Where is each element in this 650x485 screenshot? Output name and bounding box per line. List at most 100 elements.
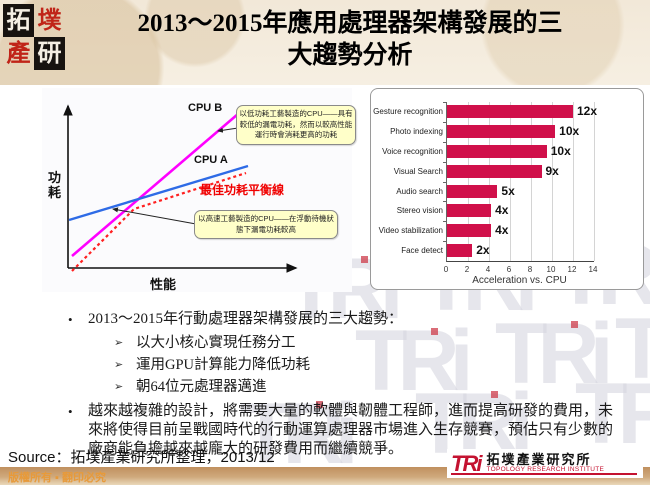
bullet-item: • 越來越複雜的設計，將需要大量的軟體與韌體工程師，進而提高研發的費用，未來將使… [68,402,624,459]
tri-logo-underline [451,473,637,475]
gridline [552,102,553,261]
tri-watermark: TRi [495,306,614,402]
cpu-b-label: CPU B [188,102,223,114]
bar-value-label: 2x [476,243,490,258]
source-line: Source：拓墣產業研究所整理，2013/12 [8,449,275,466]
bar [447,184,498,198]
row-tick [443,121,446,123]
sub-bullet-marker: ➢ [114,381,124,393]
bar-chart-x-axis-title: Acceleration vs. CPU [472,275,567,286]
cpu-a-line [68,164,249,222]
bar-category-label: Stereo vision [396,206,443,216]
callout-leader-bottom [112,207,197,225]
x-tick-label: 4 [485,265,491,274]
bar-value-label: 12x [577,104,598,118]
topology-seal-logo: 拓 墣 產 研 [3,4,65,70]
gridline [594,102,595,261]
sub-bullet-marker: ➢ [114,359,124,371]
callout-leader-top [217,127,239,133]
row-tick [443,241,446,243]
x-tick-label: 0 [443,265,449,274]
bar-value-label: 9x [545,163,559,178]
gridline [489,102,490,261]
bar-value-label: 4x [495,203,509,218]
bar [447,204,492,218]
seal-char: 墣 [37,7,62,34]
tri-institute-logo: TRi 拓墣產業研究所 TOPOLOGY RESEARCH INSTITUTE [447,449,643,478]
bar-value-label: 10x [559,123,580,138]
callout-high-speed: 以高速工藝製造的CPU——在浮動待機狀態下漏電功耗較高 [194,210,338,239]
x-tick-label: 6 [506,265,512,274]
x-tick-label: 12 [567,265,577,274]
callout-low-power: 以低功耗工藝製造的CPU——具有較低的漏電功耗，然而以較高性能運行時會消耗更高的… [236,105,356,145]
bar [447,244,473,258]
sub-bullet-text: 以大小核心實現任務分工 [136,335,296,351]
bullet-text: 越來越複雜的設計，將需要大量的軟體與韌體工程師，進而提高研發的費用，未來將使得目… [88,403,614,457]
balance-line-label: 最佳功耗平衡線 [200,183,285,197]
gridline [510,102,511,261]
row-tick [443,102,446,103]
bar [447,105,573,118]
seal-char: 拓 [3,4,34,37]
cpu-b-line [71,107,246,257]
sub-bullet-text: 朝64位元處理器邁進 [136,379,267,395]
x-tick-label: 14 [588,265,598,274]
bar-category-label: Photo indexing [390,126,443,136]
bar [447,144,547,158]
row-tick [443,201,446,203]
row-tick [443,181,446,183]
bar-category-label: Visual Search [393,166,443,176]
bullet-text: 2013～2015年行動處理器架構發展的三大趨勢： [88,311,404,327]
row-tick [443,221,446,223]
power-performance-diagram: 功耗 性能 CPU B CPU A 最佳功耗平衡線 以低功耗工藝製造的CPU——… [42,88,356,292]
bullet-marker: • [68,312,73,327]
title-line-1: 2013～2015年應用處理器架構發展的三 [137,10,563,37]
x-tick-label: 2 [464,265,470,274]
row-tick [443,161,446,163]
diagram-canvas [63,104,298,273]
tri-watermark: TRi [575,365,650,464]
bullet-list: • 2013～2015年行動處理器架構發展的三大趨勢： ➢ 以大小核心實現任務分… [68,310,624,459]
bar-value-label: 5x [501,183,515,198]
tri-watermark: TRi [240,386,359,482]
bar-value-label: 4x [495,223,509,238]
gridline [468,102,469,261]
gridline [531,102,532,261]
acceleration-bar-chart: 0 2 4 6 8 10 12 14 Gesture recognition 12x Photo i… [370,88,644,290]
seal-char: 研 [34,37,65,70]
bullet-marker: • [68,404,73,419]
tri-institute-names: 拓墣產業研究所 TOPOLOGY RESEARCH INSTITUTE [486,453,604,473]
x-tick-label: 10 [546,265,556,274]
institute-name-en: TOPOLOGY RESEARCH INSTITUTE [486,465,605,473]
bar [447,224,492,238]
bar-category-label: Video stabilization [378,226,443,236]
bar-chart-plot-area [443,102,595,262]
tri-watermark: TRi [615,300,650,399]
bar-category-label: Voice recognition [382,146,443,156]
sub-bullet-list: ➢ 以大小核心實現任務分工 ➢ 運用GPU計算能力降低功耗 ➢ 朝64位元處理器… [114,332,624,398]
sub-bullet-marker: ➢ [114,337,124,349]
tri-watermark: TRi [355,313,474,409]
institute-name-zh: 拓墣產業研究所 [486,452,592,468]
sub-bullet-item: ➢ 以大小核心實現任務分工 [114,332,624,354]
seal-char: 產 [6,40,31,67]
y-axis-label: 功耗 [48,170,62,200]
slide-header: 拓 墣 產 研 2013～2015年應用處理器架構發展的三 大趨勢分析 [0,0,650,85]
sub-bullet-item: ➢ 運用GPU計算能力降低功耗 [114,354,624,376]
sub-bullet-item: ➢ 朝64位元處理器邁進 [114,376,624,398]
gridline [573,102,574,261]
bullet-item: • 2013～2015年行動處理器架構發展的三大趨勢： [68,310,624,329]
page-title: 2013～2015年應用處理器架構發展的三 大趨勢分析 [70,8,630,72]
x-tick-label: 8 [527,265,533,274]
bar-value-label: 10x [550,143,571,158]
x-axis-label: 性能 [150,277,177,292]
bar [447,124,556,138]
row-tick [443,141,446,143]
sub-bullet-text: 運用GPU計算能力降低功耗 [136,357,311,373]
cpu-a-label: CPU A [194,154,228,166]
bar-category-label: Face detect [401,246,443,256]
bar-category-label: Gesture recognition [373,107,443,116]
tri-logo-mark: TRi [451,450,482,476]
bar [447,164,542,178]
